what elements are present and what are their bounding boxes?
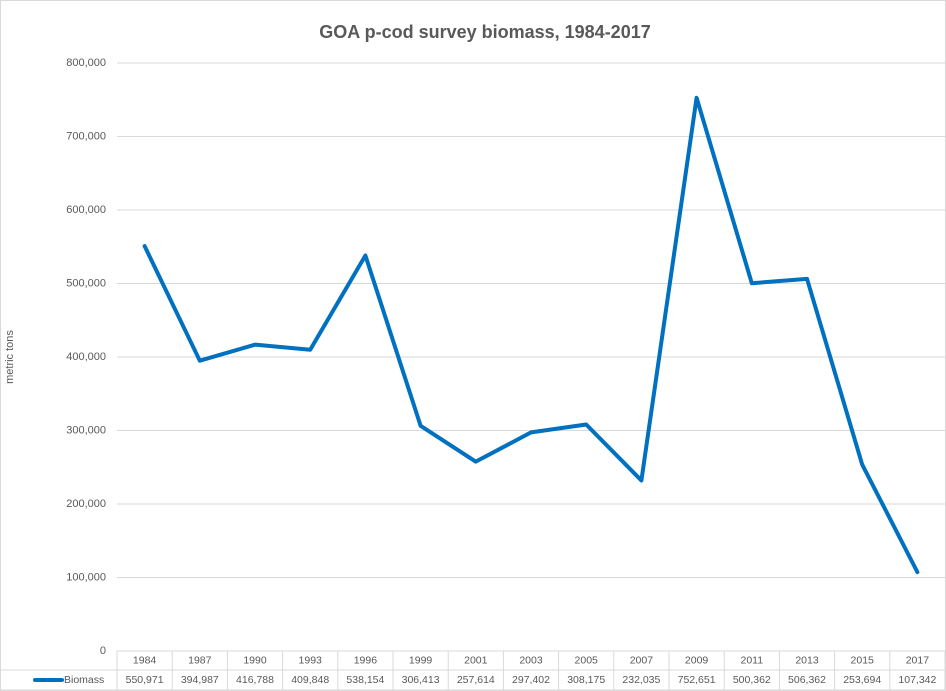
x-tick-label: 2001 bbox=[464, 654, 488, 666]
x-tick-label: 1996 bbox=[354, 654, 378, 666]
x-tick-label: 1990 bbox=[243, 654, 267, 666]
data-label: 297,402 bbox=[512, 674, 550, 686]
data-label: 500,362 bbox=[733, 674, 771, 686]
y-tick-label: 400,000 bbox=[66, 351, 106, 363]
chart-title: GOA p-cod survey biomass, 1984-2017 bbox=[319, 22, 650, 42]
y-tick-label: 500,000 bbox=[66, 277, 106, 289]
x-tick-label: 1984 bbox=[133, 654, 157, 666]
data-label: 409,848 bbox=[291, 674, 329, 686]
data-label: 538,154 bbox=[346, 674, 384, 686]
x-tick-label: 2011 bbox=[741, 654, 764, 666]
x-tick-label: 1999 bbox=[409, 654, 433, 666]
data-label: 232,035 bbox=[622, 674, 660, 686]
y-tick-label: 0 bbox=[100, 645, 106, 657]
data-label: 416,788 bbox=[236, 674, 274, 686]
x-tick-label: 1993 bbox=[299, 654, 323, 666]
data-label: 550,971 bbox=[126, 674, 164, 686]
y-tick-label: 700,000 bbox=[66, 130, 106, 142]
x-tick-label: 2013 bbox=[795, 654, 819, 666]
data-label: 752,651 bbox=[678, 674, 716, 686]
x-tick-label: 2007 bbox=[630, 654, 654, 666]
data-label: 253,694 bbox=[843, 674, 881, 686]
data-label: 107,342 bbox=[898, 674, 936, 686]
y-tick-label: 100,000 bbox=[66, 571, 106, 583]
x-tick-label: 2009 bbox=[685, 654, 709, 666]
data-label: 308,175 bbox=[567, 674, 605, 686]
data-label: 257,614 bbox=[457, 674, 495, 686]
legend-label: Biomass bbox=[64, 674, 104, 686]
y-tick-label: 800,000 bbox=[66, 57, 106, 69]
x-tick-label: 2015 bbox=[851, 654, 875, 666]
data-label: 306,413 bbox=[402, 674, 440, 686]
y-tick-label: 600,000 bbox=[66, 204, 106, 216]
x-tick-label: 1987 bbox=[188, 654, 212, 666]
data-label: 394,987 bbox=[181, 674, 219, 686]
y-tick-label: 200,000 bbox=[66, 498, 106, 510]
y-tick-label: 300,000 bbox=[66, 424, 106, 436]
y-axis-label: metric tons bbox=[4, 330, 16, 384]
x-tick-label: 2003 bbox=[519, 654, 543, 666]
x-tick-label: 2017 bbox=[906, 654, 930, 666]
line bbox=[142, 95, 920, 575]
data-label: 506,362 bbox=[788, 674, 826, 686]
x-tick-label: 2005 bbox=[575, 654, 599, 666]
